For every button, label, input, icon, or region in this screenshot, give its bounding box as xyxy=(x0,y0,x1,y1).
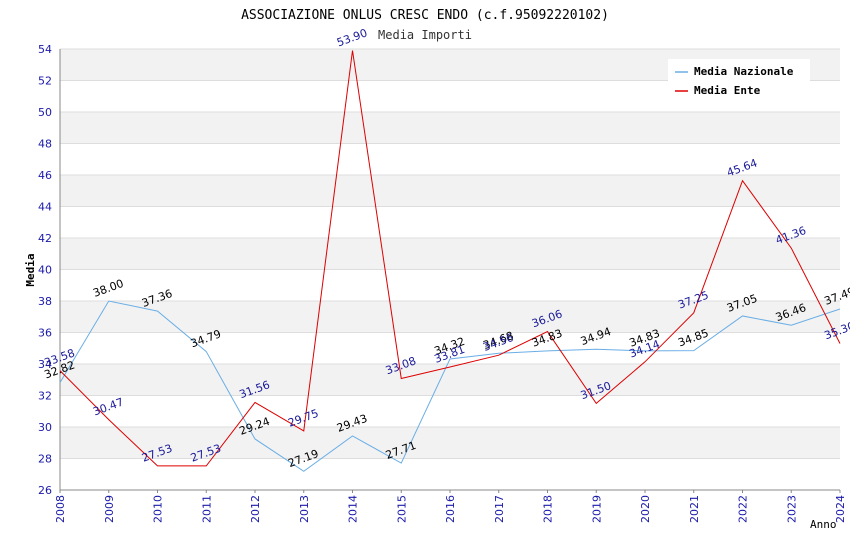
x-tick-label: 2023 xyxy=(785,495,798,523)
data-label-ente: 53.90 xyxy=(335,26,369,49)
x-tick-label: 2009 xyxy=(103,495,116,523)
y-tick-label: 40 xyxy=(38,264,52,277)
plot-band xyxy=(60,427,840,459)
x-tick-label: 2015 xyxy=(395,495,408,523)
x-tick-label: 2020 xyxy=(639,495,652,523)
x-tick-label: 2022 xyxy=(737,495,750,523)
series-lines xyxy=(59,50,841,472)
y-tick-label: 54 xyxy=(38,43,52,56)
plot-band xyxy=(60,395,840,427)
x-tick-label: 2021 xyxy=(688,495,701,523)
legend: Media Nazionale Media Ente xyxy=(668,59,810,101)
y-tick-label: 28 xyxy=(38,453,52,466)
plot-band xyxy=(60,458,840,490)
x-tick-label: 2014 xyxy=(347,495,360,523)
y-tick-label: 34 xyxy=(38,358,52,371)
x-tick-label: 2011 xyxy=(200,495,213,523)
x-tick-label: 2024 xyxy=(834,495,847,523)
y-tick-label: 36 xyxy=(38,327,52,340)
x-tick-labels: 2008 2009 2010 2011 2012 2013 2014 2015 2016 2017… xyxy=(54,490,847,523)
y-tick-labels: 26 28 30 32 34 36 38 40 42 44 46 48 50 52 54 xyxy=(38,43,52,497)
x-tick-label: 2019 xyxy=(590,495,603,523)
chart-subtitle: Media Importi xyxy=(378,28,472,42)
x-tick-label: 2018 xyxy=(542,495,555,523)
plot-band xyxy=(60,112,840,144)
y-tick-label: 42 xyxy=(38,232,52,245)
y-tick-label: 48 xyxy=(38,138,52,151)
x-tick-label: 2008 xyxy=(54,495,67,523)
x-tick-label: 2016 xyxy=(444,495,457,523)
legend-label-ente: Media Ente xyxy=(694,84,761,97)
x-axis-label: Anno xyxy=(810,518,837,531)
plot-band xyxy=(60,175,840,207)
y-tick-label: 52 xyxy=(38,75,52,88)
x-tick-label: 2012 xyxy=(249,495,262,523)
plot-band xyxy=(60,364,840,396)
x-tick-label: 2010 xyxy=(152,495,165,523)
chart-title: ASSOCIAZIONE ONLUS CRESC ENDO (c.f.95092… xyxy=(241,8,609,23)
series-line-ente xyxy=(59,50,841,467)
y-tick-label: 38 xyxy=(38,295,52,308)
y-tick-label: 26 xyxy=(38,484,52,497)
series-line-nazionale xyxy=(59,300,841,472)
y-tick-label: 32 xyxy=(38,390,52,403)
gridlines xyxy=(60,48,840,491)
x-tick-label: 2017 xyxy=(493,495,506,523)
y-tick-label: 46 xyxy=(38,169,52,182)
y-tick-label: 30 xyxy=(38,421,52,434)
plot-band xyxy=(60,269,840,301)
x-tick-label: 2013 xyxy=(298,495,311,523)
y-axis-label: Media xyxy=(24,253,37,286)
y-tick-label: 50 xyxy=(38,106,52,119)
legend-box xyxy=(668,59,810,101)
y-tick-label: 44 xyxy=(38,201,52,214)
legend-label-nazionale: Media Nazionale xyxy=(694,65,794,78)
plot-band xyxy=(60,301,840,333)
plot-band xyxy=(60,206,840,238)
plot-band xyxy=(60,143,840,175)
plot-band xyxy=(60,238,840,270)
